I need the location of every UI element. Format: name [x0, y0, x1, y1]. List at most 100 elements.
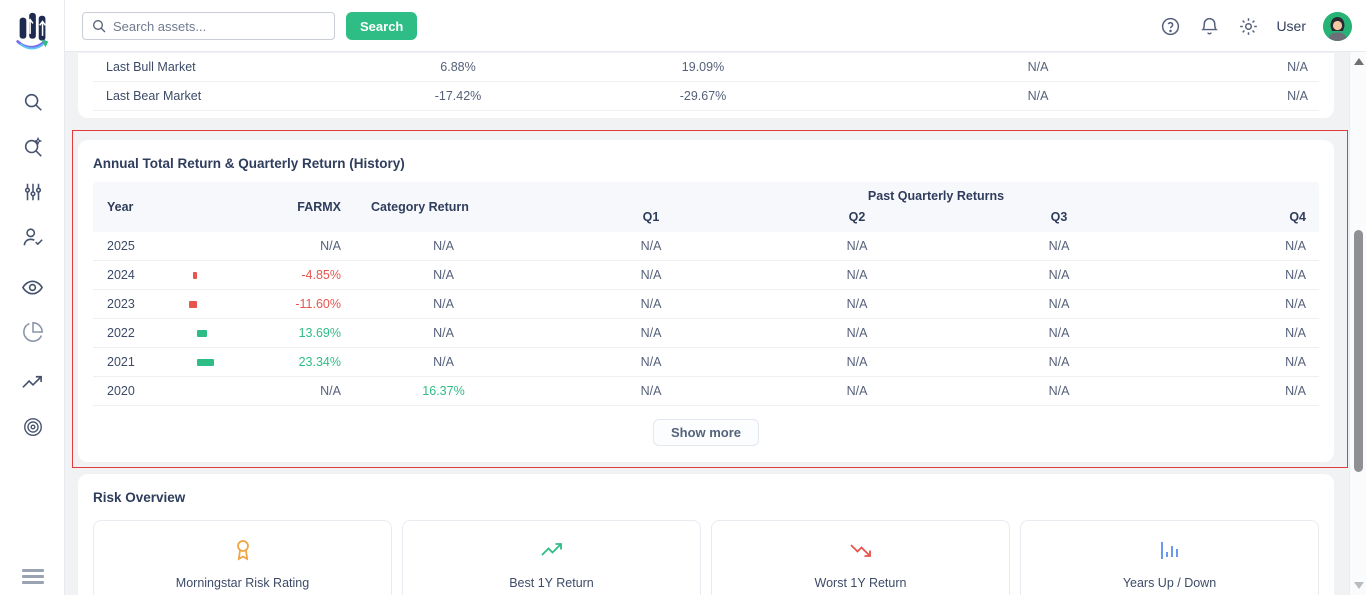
- quarter-cell: N/A: [1048, 326, 1070, 340]
- table-row: 2023 -11.60% N/A N/A N/A N/A N/A: [93, 290, 1319, 319]
- table-row: 2025 N/A N/A N/A N/A N/A N/A: [93, 232, 1319, 261]
- bar-chart-icon: [1158, 538, 1182, 567]
- column-header-farmx: FARMX: [297, 200, 341, 214]
- quarter-cell: N/A: [1285, 268, 1306, 282]
- quarter-cell: N/A: [1285, 384, 1306, 398]
- column-header-q1: Q1: [642, 210, 660, 224]
- trending-up-icon[interactable]: [13, 363, 53, 401]
- sidebar: [0, 0, 65, 595]
- menu-icon[interactable]: [22, 569, 44, 585]
- column-group-header-quarters: Past Quarterly Returns: [867, 189, 1005, 203]
- quarter-cell: N/A: [846, 239, 868, 253]
- farmx-return-cell: 13.69%: [298, 326, 341, 340]
- search-button[interactable]: Search: [346, 12, 418, 40]
- notifications-bell-icon[interactable]: [1198, 15, 1220, 37]
- return-bar-indicator: [197, 358, 214, 366]
- trending-up-icon: [540, 538, 564, 567]
- quarter-cell: N/A: [640, 297, 662, 311]
- row-label: Last Bull Market: [106, 60, 196, 74]
- row-value: 6.88%: [440, 60, 476, 74]
- table-row: 2020 N/A 16.37% N/A N/A N/A N/A: [93, 377, 1319, 406]
- pie-chart-icon[interactable]: [13, 313, 53, 351]
- settings-gear-icon[interactable]: [1237, 15, 1259, 37]
- risk-card-label: Best 1Y Return: [509, 576, 594, 590]
- search-input[interactable]: [107, 18, 334, 34]
- quarter-cell: N/A: [1285, 355, 1306, 369]
- risk-card: Best 1Y Return23.34%: [402, 520, 701, 595]
- app-logo[interactable]: [12, 10, 54, 54]
- column-header-category: Category Return: [371, 200, 469, 214]
- quarter-cell: N/A: [846, 384, 868, 398]
- scrollbar-down-arrow-icon[interactable]: [1354, 582, 1364, 589]
- search-input-icon: [93, 20, 106, 33]
- farmx-return-cell: N/A: [320, 239, 341, 253]
- column-header-year: Year: [107, 200, 134, 214]
- show-more-button[interactable]: Show more: [652, 419, 760, 446]
- row-value: -17.42%: [434, 89, 482, 103]
- quarter-cell: N/A: [1048, 268, 1070, 282]
- quarter-cell: N/A: [640, 268, 662, 282]
- help-icon[interactable]: [1159, 15, 1181, 37]
- annual-section-title: Annual Total Return & Quarterly Return (…: [93, 156, 405, 171]
- table-row: 2022 13.69% N/A N/A N/A N/A N/A: [93, 319, 1319, 348]
- year-cell: 2025: [107, 239, 135, 253]
- farmx-return-cell: N/A: [320, 384, 341, 398]
- topbar: Search User: [65, 0, 1366, 52]
- column-header-q3: Q3: [1050, 210, 1068, 224]
- table-row: Last Bear Market -17.42% -29.67% N/A N/A: [93, 82, 1319, 111]
- row-label: Last Bear Market: [106, 89, 202, 103]
- sliders-icon[interactable]: [13, 173, 53, 211]
- quarter-cell: N/A: [1048, 239, 1070, 253]
- row-value: N/A: [1027, 60, 1049, 74]
- vertical-scrollbar[interactable]: [1349, 52, 1366, 595]
- quarter-cell: N/A: [640, 355, 662, 369]
- scrollbar-up-arrow-icon[interactable]: [1354, 58, 1364, 65]
- table-row: Last Bull Market 6.88% 19.09% N/A N/A: [93, 53, 1319, 82]
- category-return-cell: N/A: [433, 268, 454, 282]
- risk-overview-card: Risk Overview Morningstar Risk Rating★★☆…: [78, 474, 1334, 595]
- quarter-cell: N/A: [1285, 326, 1306, 340]
- table-row: 2021 23.34% N/A N/A N/A N/A N/A: [93, 348, 1319, 377]
- quarter-cell: N/A: [1048, 384, 1070, 398]
- risk-section-title: Risk Overview: [93, 490, 186, 505]
- category-return-cell: N/A: [433, 297, 454, 311]
- farmx-return-cell: -11.60%: [295, 297, 341, 311]
- risk-card-label: Years Up / Down: [1122, 576, 1217, 590]
- row-value: N/A: [1287, 89, 1308, 103]
- user-check-icon[interactable]: [13, 218, 53, 256]
- sparkle-search-icon[interactable]: [13, 128, 53, 166]
- annual-return-card: Annual Total Return & Quarterly Return (…: [78, 140, 1334, 462]
- row-value: -29.67%: [679, 89, 727, 103]
- table-row: 2024 -4.85% N/A N/A N/A N/A N/A: [93, 261, 1319, 290]
- eye-icon[interactable]: [13, 268, 53, 306]
- return-bar-indicator: [193, 271, 197, 279]
- annual-table-header: Year FARMX Category Return Past Quarterl…: [93, 182, 1319, 232]
- user-menu-label[interactable]: User: [1276, 18, 1306, 34]
- return-bar-indicator: [189, 300, 197, 308]
- category-return-cell: N/A: [433, 355, 454, 369]
- quarter-cell: N/A: [1285, 297, 1306, 311]
- risk-card: Years Up / Down2 / 2: [1020, 520, 1319, 595]
- risk-card-label: Worst 1Y Return: [814, 576, 907, 590]
- quarter-cell: N/A: [640, 239, 662, 253]
- search-field-wrap: [82, 12, 335, 40]
- market-history-card: Last Bull Market 6.88% 19.09% N/A N/A Last Be…: [78, 52, 1334, 118]
- quarter-cell: N/A: [640, 384, 662, 398]
- annual-return-table: Year FARMX Category Return Past Quarterl…: [93, 182, 1319, 406]
- search-icon[interactable]: [13, 83, 53, 121]
- quarter-cell: N/A: [1048, 297, 1070, 311]
- user-avatar[interactable]: [1323, 11, 1352, 41]
- row-value: 19.09%: [681, 60, 725, 74]
- trending-down-icon: [849, 538, 873, 567]
- farmx-return-cell: 23.34%: [298, 355, 341, 369]
- risk-card-label: Morningstar Risk Rating: [175, 576, 310, 590]
- quarter-cell: N/A: [1048, 355, 1070, 369]
- farmx-return-cell: -4.85%: [301, 268, 341, 282]
- category-return-cell: 16.37%: [422, 384, 465, 398]
- row-value: N/A: [1287, 60, 1308, 74]
- scrollbar-thumb[interactable]: [1354, 230, 1363, 472]
- quarter-cell: N/A: [846, 268, 868, 282]
- main-content: Last Bull Market 6.88% 19.09% N/A N/A Last Be…: [65, 52, 1349, 595]
- target-icon[interactable]: [13, 408, 53, 446]
